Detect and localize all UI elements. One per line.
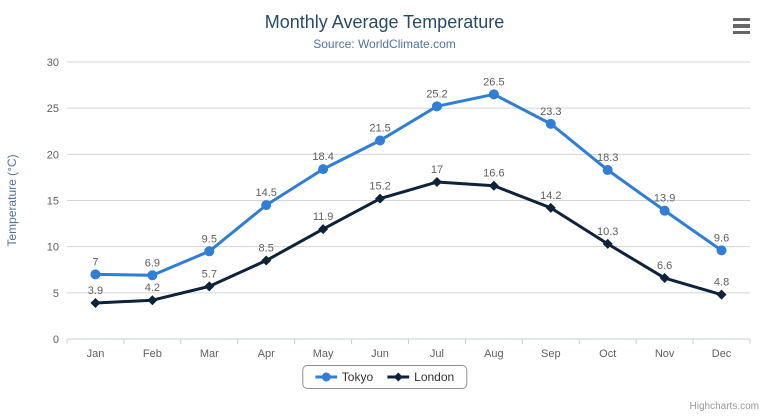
y-axis-label: 10 (47, 242, 59, 254)
x-axis-label: Nov (655, 348, 675, 360)
data-label: 8.5 (259, 243, 274, 255)
point-tokyo-mar[interactable] (204, 246, 215, 257)
y-axis-title: Temperature (°C) (5, 154, 19, 246)
point-tokyo-aug[interactable] (488, 89, 499, 100)
london-series-marker-icon (387, 372, 410, 382)
data-label: 14.2 (540, 190, 561, 202)
data-label: 26.5 (483, 76, 504, 88)
y-axis-label: 30 (47, 57, 59, 69)
menu-bar-icon (732, 17, 750, 22)
x-axis-label: Jul (430, 348, 444, 360)
data-label: 9.5 (202, 233, 217, 245)
context-menu-button[interactable] (729, 15, 753, 37)
point-london-nov[interactable] (659, 273, 670, 284)
data-label: 18.3 (597, 152, 618, 164)
menu-bar-icon (732, 30, 750, 35)
point-london-feb[interactable] (147, 295, 158, 306)
point-london-may[interactable] (318, 224, 329, 235)
data-label: 9.6 (714, 232, 729, 244)
x-axis-label: Mar (200, 348, 219, 360)
credits-link[interactable]: Highcharts.com (689, 401, 759, 412)
point-tokyo-feb[interactable] (147, 270, 158, 281)
x-axis-label: Apr (258, 348, 275, 360)
data-label: 7 (92, 256, 98, 268)
y-axis-label: 25 (47, 103, 59, 115)
y-axis-label: 20 (47, 149, 59, 161)
x-axis-label: Oct (599, 348, 616, 360)
legend-item-london[interactable]: London (387, 370, 454, 384)
chart-subtitle: Source: WorldClimate.com (313, 37, 456, 51)
point-tokyo-jul[interactable] (431, 101, 442, 112)
data-label: 6.6 (657, 260, 672, 272)
data-label: 4.8 (714, 277, 729, 289)
point-london-apr[interactable] (261, 255, 272, 266)
point-tokyo-may[interactable] (318, 164, 329, 175)
y-axis-label: 5 (53, 288, 59, 300)
point-tokyo-apr[interactable] (261, 200, 272, 211)
point-london-sep[interactable] (545, 202, 556, 213)
point-tokyo-jun[interactable] (375, 135, 386, 146)
point-tokyo-oct[interactable] (602, 165, 613, 176)
x-axis-label: Jan (87, 348, 105, 360)
data-label: 11.9 (313, 211, 334, 223)
legend: Tokyo London (301, 365, 468, 389)
point-london-jun[interactable] (375, 193, 386, 204)
data-label: 15.2 (369, 181, 390, 193)
data-label: 14.5 (255, 187, 276, 199)
point-london-oct[interactable] (602, 238, 613, 249)
x-axis-label: Sep (541, 348, 561, 360)
menu-bar-icon (732, 24, 750, 28)
x-axis-label: May (313, 348, 334, 360)
data-label: 6.9 (145, 257, 160, 269)
x-axis-label: Feb (143, 348, 162, 360)
series-line-tokyo[interactable] (93, 92, 724, 277)
data-label: 4.2 (145, 282, 160, 294)
y-axis-label: 15 (47, 196, 59, 208)
data-label: 3.9 (88, 285, 103, 297)
data-label: 13.9 (654, 193, 675, 205)
point-london-jan[interactable] (90, 297, 101, 308)
x-axis-label: Jun (371, 348, 389, 360)
point-tokyo-jan[interactable] (90, 269, 101, 280)
point-london-jul[interactable] (431, 177, 442, 188)
x-axis-label: Dec (712, 348, 732, 360)
point-tokyo-dec[interactable] (716, 245, 727, 256)
data-label: 18.4 (312, 151, 333, 163)
data-label: 16.6 (483, 168, 504, 180)
chart-title: Monthly Average Temperature (264, 12, 505, 32)
legend-item-tokyo[interactable]: Tokyo (314, 370, 374, 384)
x-axis-label: Aug (484, 348, 504, 360)
point-london-mar[interactable] (204, 281, 215, 292)
point-tokyo-sep[interactable] (545, 118, 556, 129)
data-label: 10.3 (597, 226, 618, 238)
y-axis-label: 0 (53, 334, 59, 346)
data-label: 17 (431, 164, 443, 176)
data-label: 21.5 (369, 122, 390, 134)
point-tokyo-nov[interactable] (659, 205, 670, 216)
series-line-london[interactable] (93, 180, 724, 305)
legend-label: London (414, 370, 455, 384)
tokyo-series-marker-icon (314, 372, 337, 382)
data-label: 5.7 (202, 268, 217, 280)
point-london-dec[interactable] (716, 289, 727, 300)
legend-label: Tokyo (341, 370, 374, 384)
data-label: 23.3 (540, 106, 561, 118)
point-london-aug[interactable] (488, 180, 499, 191)
data-label: 25.2 (426, 88, 447, 100)
